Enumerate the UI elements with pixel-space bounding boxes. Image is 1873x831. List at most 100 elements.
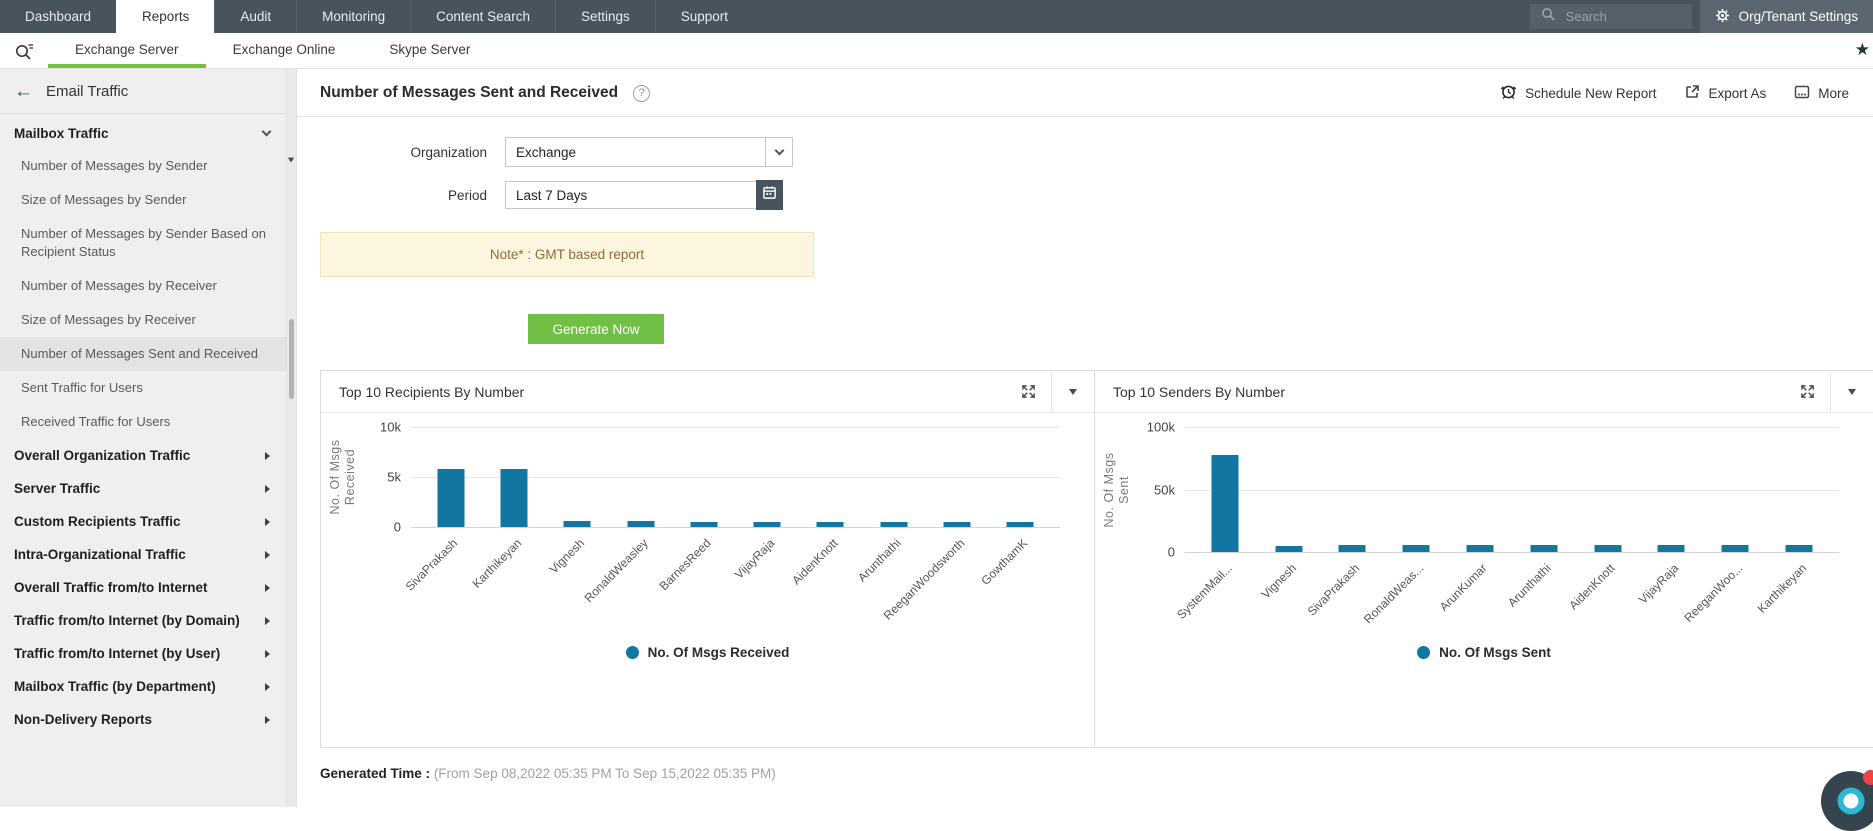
x-category-label: Arunthathi	[1505, 561, 1554, 610]
bar-vignesh[interactable]	[1275, 545, 1303, 552]
x-category-label: SivaPrakash	[1304, 561, 1363, 619]
tab-exchange-online[interactable]: Exchange Online	[232, 42, 336, 57]
nav-tab-reports[interactable]: Reports	[116, 0, 215, 33]
sidebar-group-overall-organization-traffic[interactable]: Overall Organization Traffic	[0, 439, 286, 472]
tab-skype-server[interactable]: Skype Server	[389, 42, 471, 57]
bar-arunthathi[interactable]	[880, 522, 908, 527]
generate-now-button[interactable]: Generate Now	[528, 314, 664, 344]
bar-slot: Arunthathi	[1505, 427, 1576, 610]
gridline	[1185, 427, 1839, 428]
sidebar-group-server-traffic[interactable]: Server Traffic	[0, 472, 286, 505]
bar-aidenknott[interactable]	[816, 522, 844, 527]
x-category-label: Arunthathi	[855, 536, 904, 585]
x-category-label: Karthikeyan	[1754, 561, 1809, 616]
x-category-label: VijayRaja	[731, 536, 778, 582]
bar-arunkumar[interactable]	[1466, 545, 1494, 552]
schedule-new-report-button[interactable]: Schedule New Report	[1500, 83, 1656, 103]
back-arrow-icon[interactable]: ←	[14, 81, 33, 102]
help-icon[interactable]: ?	[633, 84, 651, 102]
calendar-button[interactable]	[756, 180, 783, 210]
bar-barnesreed[interactable]	[690, 522, 718, 527]
gridline	[1185, 489, 1839, 491]
y-tick-label: 0	[393, 519, 401, 535]
sidebar-group-label: Overall Organization Traffic	[14, 448, 191, 463]
maximize-icon[interactable]	[1006, 384, 1051, 399]
x-category-label: AidenKnott	[1566, 561, 1618, 613]
bar-karthikeyan[interactable]	[500, 468, 528, 527]
sidebar-item-sent-traffic-for-users[interactable]: Sent Traffic for Users	[21, 380, 143, 395]
favorite-star-icon[interactable]: ★	[1854, 40, 1870, 59]
splitter-caret-icon[interactable]	[287, 157, 295, 163]
plot-area: SystemMail... Vignesh SivaPrakash RonaldWea…	[1174, 427, 1839, 626]
x-category-label: SivaPrakash	[403, 536, 461, 594]
more-button[interactable]: More	[1794, 84, 1849, 103]
sidebar-group-traffic-from-to-internet-by-domain[interactable]: Traffic from/to Internet (by Domain)	[0, 604, 286, 637]
bar-vignesh[interactable]	[563, 521, 591, 527]
chart-menu-caret-icon[interactable]	[1052, 388, 1094, 395]
organization-select[interactable]: Exchange	[505, 137, 793, 167]
sidebar-item-received-traffic-for-users[interactable]: Received Traffic for Users	[21, 414, 171, 429]
organization-value: Exchange	[516, 144, 577, 160]
export-label: Export As	[1708, 85, 1767, 101]
bar-slot: RonaldWeasley	[581, 427, 672, 605]
period-input[interactable]: Last 7 Days	[505, 181, 757, 209]
sidebar-item-number-of-messages-sent-and-received[interactable]: Number of Messages Sent and Received	[0, 337, 286, 371]
bar-systemmail[interactable]	[1211, 454, 1239, 552]
calendar-icon	[762, 185, 777, 205]
bar-sivaprakash[interactable]	[1338, 545, 1366, 552]
sidebar-group-intra-organizational-traffic[interactable]: Intra-Organizational Traffic	[0, 538, 286, 571]
sidebar-item-number-of-messages-by-sender[interactable]: Number of Messages by Sender	[21, 158, 208, 173]
scrollbar-thumb[interactable]	[289, 319, 294, 399]
select-chevron-icon[interactable]	[765, 138, 792, 166]
bar-ronaldweas[interactable]	[1402, 545, 1430, 552]
nav-tab-monitoring[interactable]: Monitoring	[296, 0, 410, 33]
sidebar-group-non-delivery-reports[interactable]: Non-Delivery Reports	[0, 703, 286, 736]
sidebar-group-custom-recipients-traffic[interactable]: Custom Recipients Traffic	[0, 505, 286, 538]
sidebar-scrollbar[interactable]	[286, 69, 297, 807]
report-search-icon[interactable]	[0, 33, 48, 68]
sidebar-item-size-of-messages-by-sender[interactable]: Size of Messages by Sender	[21, 192, 187, 207]
chat-bubble-icon	[1837, 787, 1865, 815]
bar-gowthamk[interactable]	[1006, 522, 1034, 527]
nav-tab-support[interactable]: Support	[654, 0, 753, 33]
divider	[1051, 371, 1052, 412]
legend-dot-icon	[1417, 646, 1431, 659]
y-axis-ticks: 10k 5k 0	[365, 420, 411, 535]
sidebar-group-label: Server Traffic	[14, 481, 101, 496]
search-input[interactable]	[1563, 8, 1674, 25]
sidebar-group-mailbox-traffic[interactable]: Mailbox Traffic	[0, 114, 286, 149]
bar-vijayraja[interactable]	[753, 522, 781, 527]
sidebar-item-size-of-messages-by-receiver[interactable]: Size of Messages by Receiver	[21, 312, 196, 327]
y-tick-label: 10k	[380, 419, 401, 435]
org-tenant-settings-button[interactable]: Org/Tenant Settings	[1699, 0, 1873, 33]
nav-tab-content-search[interactable]: Content Search	[410, 0, 555, 33]
bar-vijayraja[interactable]	[1657, 545, 1685, 552]
bar-aidenknott[interactable]	[1594, 544, 1622, 552]
nav-tab-dashboard[interactable]: Dashboard	[25, 9, 92, 24]
sidebar-group-traffic-from-to-internet-by-user[interactable]: Traffic from/to Internet (by User)	[0, 637, 286, 670]
nav-tab-settings[interactable]: Settings	[554, 0, 655, 33]
bar-reeganwoodsworth[interactable]	[943, 522, 971, 527]
sidebar-item-number-of-messages-by-sender-based-on-recipient-status[interactable]: Number of Messages by Sender Based on Re…	[21, 226, 266, 259]
sidebar-group-overall-traffic-from-to-internet[interactable]: Overall Traffic from/to Internet	[0, 571, 286, 604]
plot-wrap: No. Of Msgs Sent 100k 50k 0 SystemMail... V…	[1095, 420, 1873, 626]
chat-widget[interactable]	[1821, 770, 1873, 831]
sidebar-title: Email Traffic	[46, 83, 129, 100]
bar-karthikeyan[interactable]	[1785, 545, 1813, 552]
sidebar-group-mailbox-traffic-by-department[interactable]: Mailbox Traffic (by Department)	[0, 670, 286, 703]
maximize-icon[interactable]	[1785, 384, 1830, 399]
chart-title: Top 10 Recipients By Number	[339, 383, 525, 400]
sidebar-item-number-of-messages-by-receiver[interactable]: Number of Messages by Receiver	[21, 278, 217, 293]
tab-exchange-server[interactable]: Exchange Server	[48, 33, 206, 68]
gridline	[411, 527, 1060, 528]
bar-slot: Vignesh	[1257, 427, 1321, 601]
global-search[interactable]	[1529, 4, 1692, 29]
bar-ronaldweasley[interactable]	[627, 521, 655, 527]
chart-menu-caret-icon[interactable]	[1831, 388, 1873, 395]
bar-sivaprakash[interactable]	[437, 469, 465, 527]
chevron-right-icon	[265, 616, 270, 625]
nav-tab-audit[interactable]: Audit	[214, 0, 296, 33]
bar-arunthathi[interactable]	[1530, 545, 1558, 552]
bar-reeganwoo[interactable]	[1721, 544, 1749, 552]
export-as-button[interactable]: Export As	[1684, 84, 1766, 103]
